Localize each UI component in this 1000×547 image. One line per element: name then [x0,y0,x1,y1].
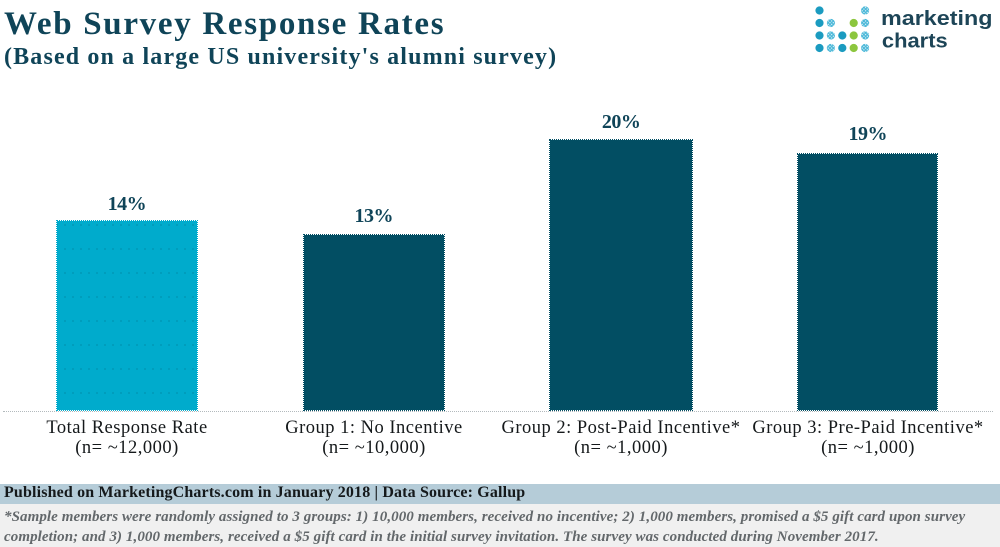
svg-text:charts: charts [882,31,948,53]
svg-text:marketing: marketing [881,8,993,30]
